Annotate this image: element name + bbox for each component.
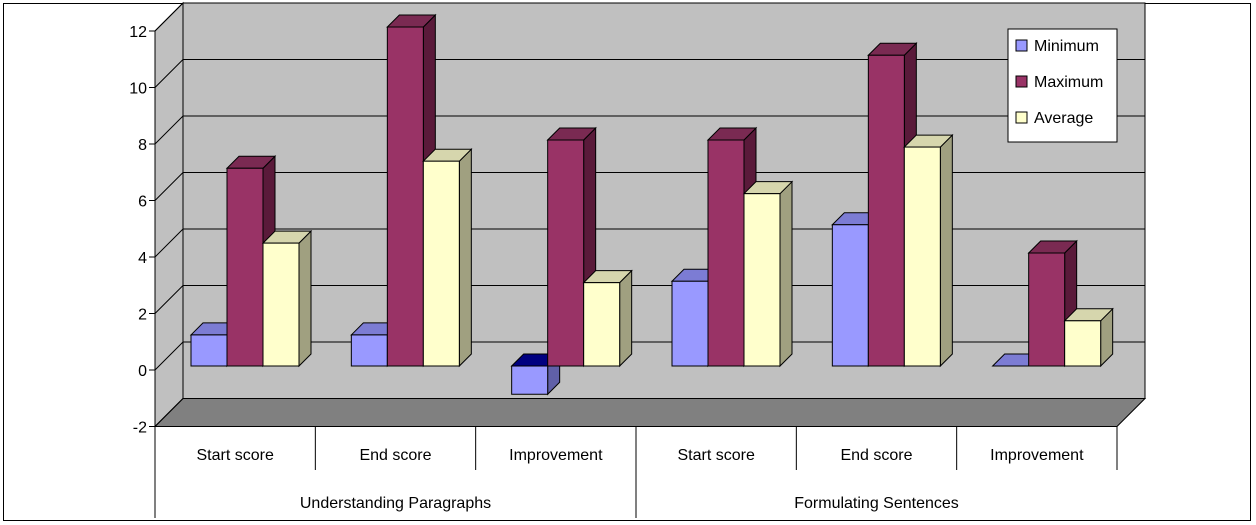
bar-average-4 [903, 133, 954, 368]
category-label: Start score [196, 447, 273, 464]
gridline [154, 59, 1145, 88]
legend-swatch [1015, 75, 1028, 88]
y-tick-label: 12 [129, 24, 147, 41]
y-tick-label: 4 [138, 250, 147, 267]
bar-side [458, 147, 472, 368]
bar-front [671, 280, 709, 367]
category-label: End score [359, 447, 431, 464]
bar-front [1028, 252, 1066, 367]
group-label: Understanding Paragraphs [300, 495, 491, 512]
bar-front [903, 146, 941, 367]
category-label: End score [840, 447, 912, 464]
bar-side [298, 229, 312, 368]
bar-front [1064, 320, 1102, 367]
y-tick-label: 2 [138, 307, 147, 324]
gridline [154, 285, 1145, 314]
bar-average-2 [582, 269, 633, 368]
bar-average-5 [1063, 307, 1114, 368]
y-tick-label: -2 [133, 420, 147, 437]
bar-front [547, 139, 585, 367]
gridline [154, 341, 1145, 371]
bar-front [867, 54, 905, 367]
bar-front [707, 139, 745, 367]
bar-front [743, 193, 781, 367]
bar-average-3 [742, 180, 794, 368]
gridline [154, 228, 1145, 258]
bar-front [583, 282, 621, 367]
category-label: Improvement [990, 447, 1084, 464]
bar-maximum-2 [546, 126, 597, 368]
bar-maximum-1 [386, 13, 437, 368]
group-label: Formulating Sentences [794, 495, 959, 512]
bar-side [939, 133, 953, 368]
y-tick-label: 0 [138, 363, 147, 380]
bar-maximum-5 [1027, 239, 1078, 368]
bar-front [350, 334, 388, 367]
y-tick-label: 6 [138, 194, 147, 211]
bar-front [226, 167, 264, 367]
bar-front [262, 242, 300, 367]
bar-front [511, 365, 549, 395]
gridline [154, 115, 1145, 145]
legend-label: Average [1034, 110, 1093, 127]
legend: Minimum Maximum Average [1007, 28, 1118, 143]
bar-side [779, 180, 793, 368]
category-label: Improvement [509, 447, 603, 464]
back-wall [182, 2, 1146, 399]
bar-average-1 [422, 147, 473, 368]
bar-side [619, 269, 633, 368]
side-wall [154, 1, 184, 428]
bar-front [190, 334, 228, 367]
y-tick-label: 8 [138, 137, 147, 154]
category-label: Start score [677, 447, 754, 464]
bar-average-0 [261, 229, 313, 368]
gridline [154, 398, 1145, 427]
y-tick-label: 10 [129, 81, 147, 98]
legend-swatch [1015, 39, 1028, 52]
floor [153, 398, 1147, 427]
legend-label: Minimum [1034, 38, 1099, 55]
gridline [154, 172, 1145, 201]
legend-swatch [1015, 111, 1028, 124]
bar-front [422, 160, 460, 367]
bar-front [386, 26, 424, 367]
legend-label: Maximum [1034, 74, 1103, 91]
bar-front [831, 224, 869, 367]
gridline [154, 2, 1145, 32]
